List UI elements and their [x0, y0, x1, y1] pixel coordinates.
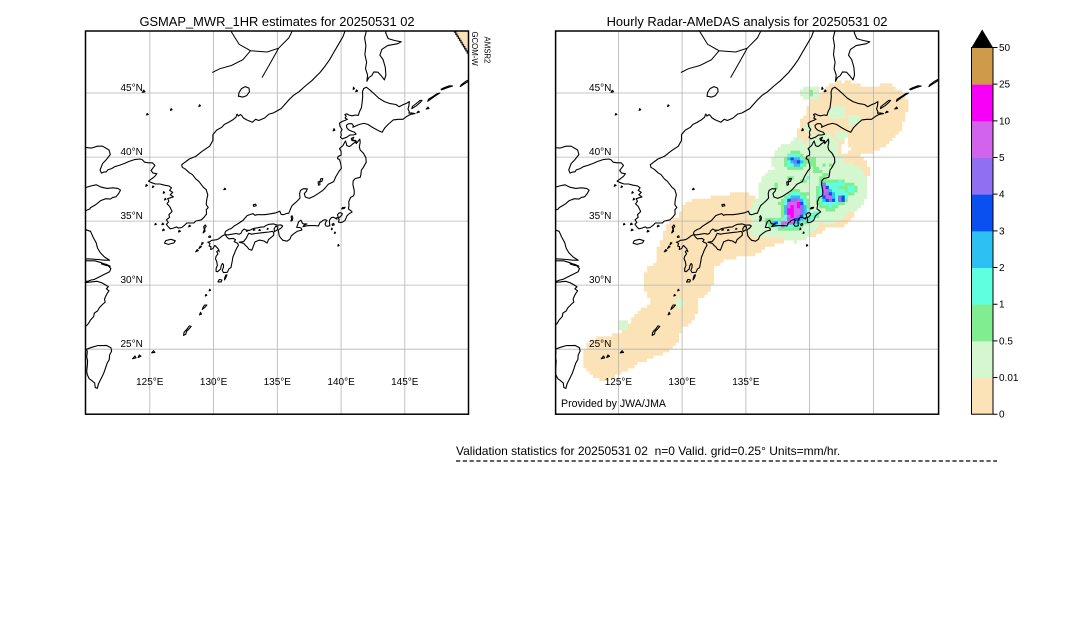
- svg-text:GCOM-W: GCOM-W: [470, 32, 479, 67]
- svg-text:Provided by JWA/JMA: Provided by JWA/JMA: [561, 398, 667, 410]
- svg-text:140°E: 140°E: [327, 377, 355, 388]
- svg-text:35°N: 35°N: [120, 211, 142, 222]
- svg-text:30°N: 30°N: [589, 275, 611, 286]
- svg-text:Validation statistics for 2025: Validation statistics for 20250531 02 n=…: [456, 444, 840, 458]
- svg-text:0.01: 0.01: [999, 373, 1019, 384]
- svg-text:135°E: 135°E: [732, 377, 760, 388]
- svg-text:135°E: 135°E: [264, 377, 292, 388]
- svg-text:3: 3: [999, 226, 1005, 237]
- svg-text:4: 4: [999, 190, 1005, 201]
- svg-text:125°E: 125°E: [605, 377, 633, 388]
- svg-text:45°N: 45°N: [120, 83, 142, 94]
- svg-text:130°E: 130°E: [668, 377, 696, 388]
- svg-text:GSMAP_MWR_1HR estimates for 20: GSMAP_MWR_1HR estimates for 20250531 02: [139, 14, 414, 29]
- svg-text:125°E: 125°E: [136, 377, 164, 388]
- svg-text:35°N: 35°N: [589, 211, 611, 222]
- svg-text:40°N: 40°N: [120, 147, 142, 158]
- svg-text:50: 50: [999, 43, 1011, 54]
- svg-text:10: 10: [999, 116, 1011, 127]
- svg-text:25: 25: [999, 80, 1011, 91]
- svg-text:0.5: 0.5: [999, 336, 1013, 347]
- svg-text:45°N: 45°N: [589, 83, 611, 94]
- svg-text:5: 5: [999, 153, 1005, 164]
- svg-text:30°N: 30°N: [120, 275, 142, 286]
- svg-text:1: 1: [999, 300, 1005, 311]
- svg-text:40°N: 40°N: [589, 147, 611, 158]
- svg-text:2: 2: [999, 263, 1005, 274]
- svg-text:25°N: 25°N: [589, 339, 611, 350]
- svg-text:145°E: 145°E: [391, 377, 419, 388]
- svg-text:130°E: 130°E: [200, 377, 228, 388]
- svg-text:0: 0: [999, 410, 1005, 421]
- svg-text:Hourly Radar-AMeDAS analysis f: Hourly Radar-AMeDAS analysis for 2025053…: [607, 14, 888, 29]
- svg-text:25°N: 25°N: [120, 339, 142, 350]
- svg-text:AMSR2: AMSR2: [483, 37, 492, 64]
